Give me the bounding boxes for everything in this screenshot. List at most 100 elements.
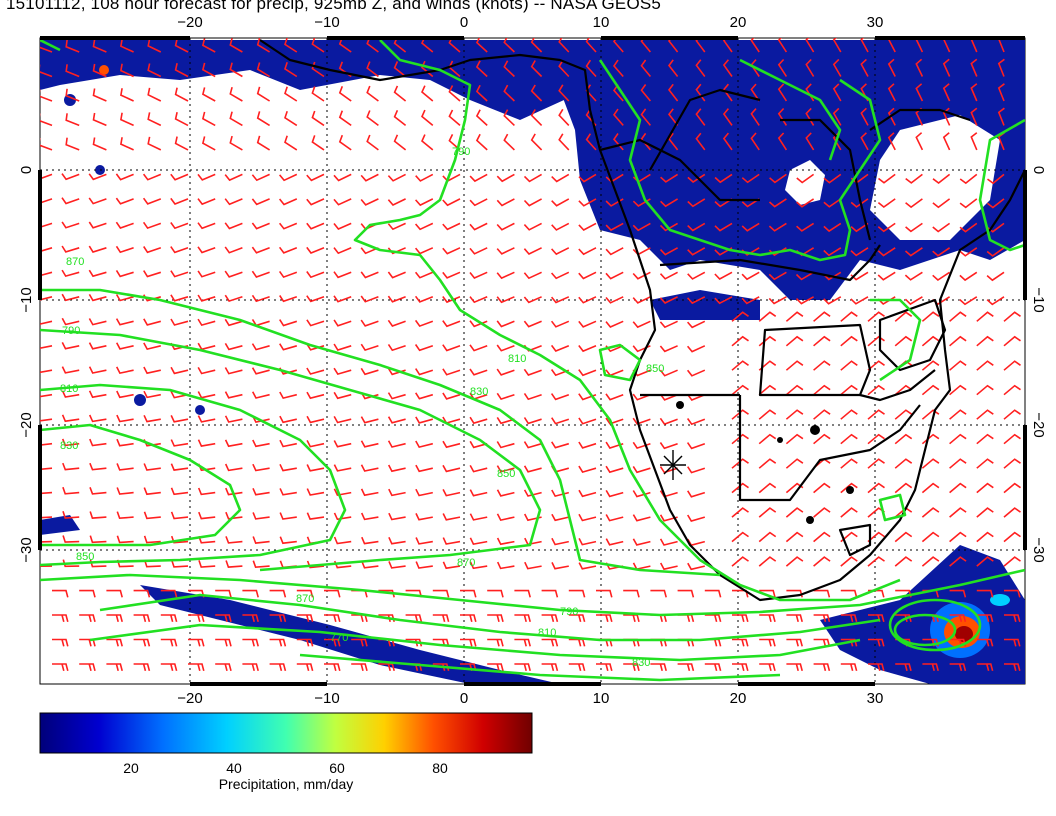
wind-barb xyxy=(860,38,869,53)
wind-barb xyxy=(333,271,352,279)
wind-barb xyxy=(242,638,259,647)
x-tick-label: 20 xyxy=(730,690,747,707)
wind-barb xyxy=(366,61,379,78)
wind-barb xyxy=(251,391,270,399)
wind-barb xyxy=(514,614,531,623)
x-tick-label: 30 xyxy=(867,14,884,31)
wind-barb xyxy=(541,589,559,598)
wind-barb xyxy=(894,335,913,347)
wind-barb xyxy=(311,110,325,127)
wind-barb xyxy=(92,112,107,127)
wind-barb xyxy=(722,108,733,126)
wind-barb xyxy=(558,84,570,102)
wind-barb xyxy=(596,589,613,598)
wind-barb xyxy=(306,198,325,206)
wind-barb xyxy=(120,39,134,53)
wind-barb xyxy=(174,112,189,127)
wind-barb xyxy=(558,108,570,126)
y-axis-right: 0 −10 −20 −30 xyxy=(1030,166,1047,563)
wind-barb xyxy=(188,614,205,623)
wind-barb xyxy=(256,111,271,127)
wind-barb xyxy=(52,663,69,672)
wind-barb xyxy=(487,614,504,623)
wind-barb xyxy=(949,531,967,543)
wind-barb xyxy=(970,132,978,151)
wind-barb xyxy=(731,311,749,322)
wind-barb xyxy=(768,222,787,232)
wind-barb xyxy=(88,318,107,326)
axis-frame xyxy=(38,36,1027,686)
wind-barb xyxy=(115,245,134,254)
wind-barb xyxy=(306,295,325,303)
wind-barb xyxy=(731,458,749,469)
wind-barb xyxy=(695,83,706,102)
wind-barb xyxy=(116,438,134,447)
wind-barb xyxy=(229,38,243,53)
wind-barb xyxy=(949,335,967,347)
wind-barb xyxy=(805,38,815,53)
wind-barb xyxy=(393,134,407,151)
wind-barb xyxy=(667,108,679,126)
wind-barb xyxy=(278,246,298,254)
wind-barb xyxy=(224,222,243,230)
wind-barb xyxy=(224,246,243,254)
wind-barb xyxy=(922,663,939,672)
wind-barb xyxy=(640,59,652,78)
wind-barb xyxy=(777,107,788,126)
wind-barb xyxy=(921,409,940,420)
wind-barb xyxy=(448,134,461,151)
wind-barb xyxy=(496,416,515,425)
wind-barb xyxy=(40,198,53,204)
wind-barb xyxy=(62,511,80,519)
wind-barb xyxy=(251,173,270,182)
wind-barb xyxy=(88,342,107,350)
wind-barb xyxy=(758,335,777,347)
wind-barb xyxy=(785,360,804,371)
wind-barb xyxy=(40,540,53,543)
wind-barb xyxy=(832,132,842,151)
wind-barb xyxy=(605,247,624,256)
wind-barb xyxy=(759,589,776,598)
wind-barb xyxy=(405,614,423,623)
wind-barb xyxy=(333,343,352,351)
wind-barb xyxy=(201,87,216,102)
wind-barb xyxy=(750,83,760,102)
wind-barb xyxy=(750,108,760,126)
wind-barb xyxy=(1003,507,1021,518)
wind-barb xyxy=(279,295,298,303)
wind-barb xyxy=(714,271,733,280)
wind-barb xyxy=(361,536,379,545)
wind-barb xyxy=(251,198,270,206)
wind-barb xyxy=(741,271,760,281)
wind-barb xyxy=(840,384,858,396)
wind-barb xyxy=(279,488,297,496)
wind-barb xyxy=(61,317,80,326)
wind-barb xyxy=(785,556,804,567)
wind-barb xyxy=(333,198,352,206)
wind-barb xyxy=(333,464,352,472)
wind-barb xyxy=(415,513,433,521)
wind-barb xyxy=(659,247,678,256)
wind-barb xyxy=(256,38,271,53)
wind-barb xyxy=(840,458,858,469)
wind-barb xyxy=(442,392,461,400)
wind-barb xyxy=(143,342,161,351)
wind-barb xyxy=(469,344,488,352)
contour-label: 810 xyxy=(538,627,556,639)
wind-barb xyxy=(605,296,624,304)
wind-barb xyxy=(487,589,504,598)
wind-barb xyxy=(324,589,341,598)
wind-barb xyxy=(731,335,749,347)
x-axis-top: −20 −10 0 10 20 30 xyxy=(177,14,883,31)
wind-barb xyxy=(251,294,270,303)
wind-barb xyxy=(915,58,924,77)
wind-barb xyxy=(887,107,896,126)
wind-barb xyxy=(786,663,803,672)
wind-barb xyxy=(229,62,243,78)
wind-barb xyxy=(89,511,107,519)
wind-barb xyxy=(174,63,189,78)
wind-barb xyxy=(252,439,270,448)
wind-barb xyxy=(823,271,842,281)
wind-barb xyxy=(442,537,461,545)
wind-barb xyxy=(252,463,270,472)
